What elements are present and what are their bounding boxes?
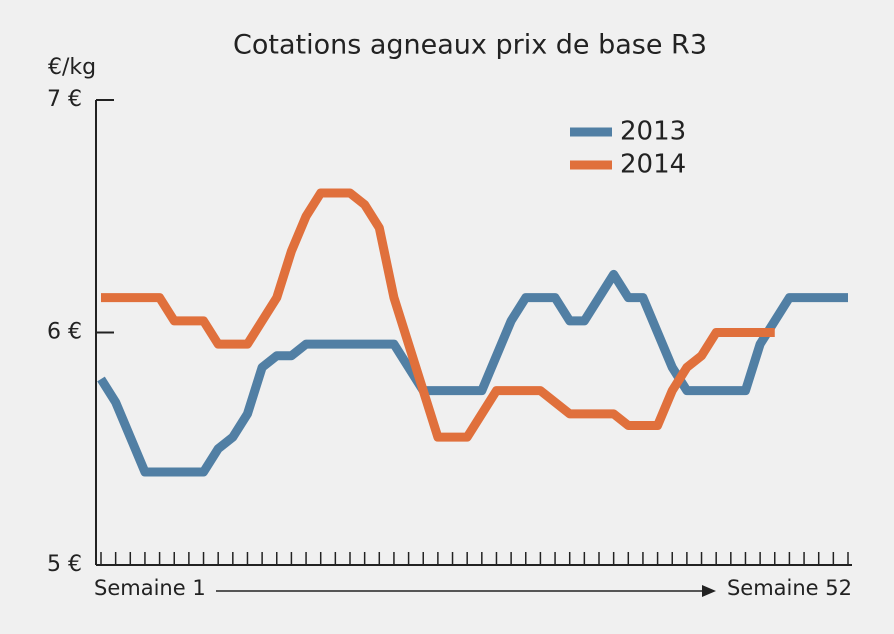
- y-axis-label: €/kg: [48, 55, 96, 80]
- line-series: [101, 188, 775, 442]
- legend-label: 2013: [620, 117, 686, 147]
- x-start-label: Semaine 1: [94, 576, 206, 600]
- y-tick-label: 6 €: [47, 320, 82, 345]
- arrow-head: [702, 585, 716, 597]
- legend-label: 2014: [620, 150, 686, 180]
- chart-title: Cotations agneaux prix de base R3: [233, 30, 707, 61]
- x-end-label: Semaine 52: [727, 576, 852, 600]
- y-tick-label: 7 €: [47, 87, 82, 112]
- line-series: [97, 269, 848, 477]
- y-tick-label: 5 €: [47, 552, 82, 577]
